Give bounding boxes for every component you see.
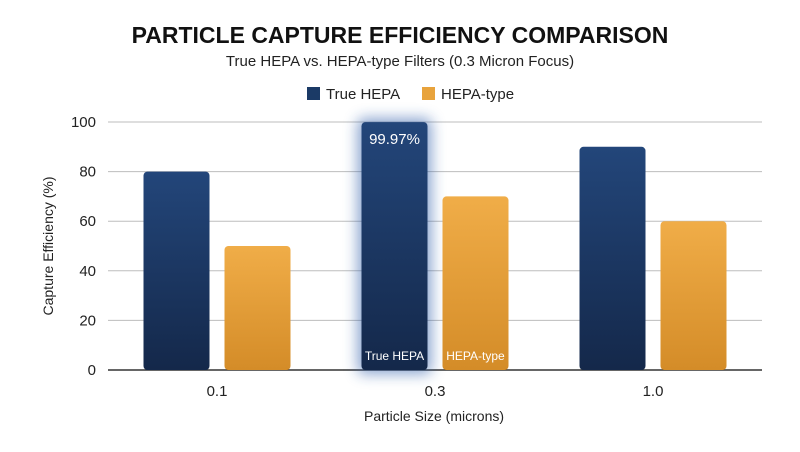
- y-axis-label: Capture Efficiency (%): [40, 176, 56, 315]
- y-tick-label: 80: [79, 164, 96, 181]
- y-tick-label: 0: [88, 362, 96, 379]
- bar-inner-label: HEPA-type: [446, 349, 505, 363]
- x-axis-ticks: 0.1 0.3 1.0: [207, 383, 664, 400]
- chart-title: PARTICLE CAPTURE EFFICIENCY COMPARISON: [132, 22, 669, 48]
- bar-true-hepa-0.3: [361, 122, 428, 370]
- bar-true-hepa-0.1: [143, 171, 210, 370]
- x-tick-label: 1.0: [643, 383, 664, 400]
- legend-label-true-hepa: True HEPA: [326, 86, 400, 103]
- bar-hepa-type-1.0: [660, 221, 727, 370]
- x-tick-label: 0.3: [425, 383, 446, 400]
- y-axis-ticks: 0 20 40 60 80 100: [71, 114, 96, 379]
- chart-subtitle: True HEPA vs. HEPA-type Filters (0.3 Mic…: [226, 53, 574, 70]
- bar-hepa-type-0.1: [224, 246, 291, 370]
- y-tick-label: 100: [71, 114, 96, 131]
- y-tick-label: 20: [79, 312, 96, 329]
- legend-label-hepa-type: HEPA-type: [441, 86, 514, 103]
- legend: True HEPA HEPA-type: [307, 86, 514, 103]
- legend-swatch-hepa-type: [422, 87, 435, 100]
- data-label: 99.97%: [369, 131, 420, 148]
- x-axis-label: Particle Size (microns): [364, 408, 504, 424]
- legend-swatch-true-hepa: [307, 87, 320, 100]
- y-tick-label: 40: [79, 263, 96, 280]
- x-tick-label: 0.1: [207, 383, 228, 400]
- y-tick-label: 60: [79, 213, 96, 230]
- bars: True HEPA 99.97% HEPA-type: [143, 118, 727, 374]
- bar-hepa-type-0.3: [442, 196, 509, 370]
- gridlines: [108, 121, 762, 371]
- bar-true-hepa-1.0: [579, 146, 646, 370]
- bar-inner-label: True HEPA: [365, 349, 424, 363]
